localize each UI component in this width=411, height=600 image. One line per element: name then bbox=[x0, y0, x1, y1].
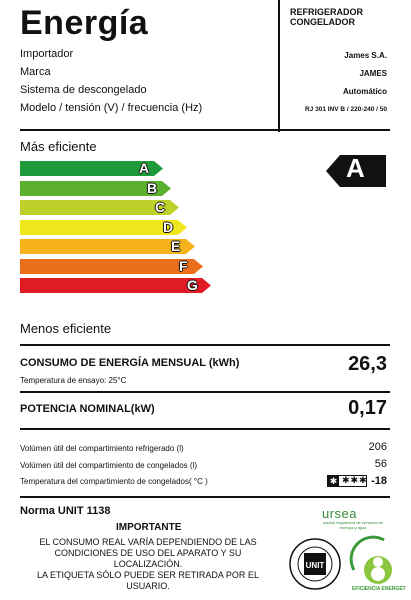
efficiency-bar-letter: G bbox=[187, 277, 198, 293]
freezer-star-rating: ✱ ✱✱✱ bbox=[327, 475, 367, 487]
efficiency-logo-icon: EFICIENCIA ENERGÉTICA bbox=[344, 530, 411, 594]
efficiency-bar-e: E bbox=[20, 238, 195, 254]
rating-letter: A bbox=[346, 153, 365, 183]
efficiency-bar-f: F bbox=[20, 257, 203, 274]
fridge-volume-value: 206 bbox=[368, 441, 387, 453]
efficiency-bar-shape bbox=[20, 278, 211, 293]
consumption-note: EL CONSUMO REAL VARÍA DEPENDIENDO DE LAS… bbox=[39, 537, 257, 569]
efficiency-bar-letter: B bbox=[147, 179, 158, 196]
efficiency-bar-letter: D bbox=[163, 218, 174, 235]
less-efficient-label: Menos eficiente bbox=[20, 321, 112, 336]
removal-note: LA ETIQUETA SÓLO PUEDE SER RETIRADA POR … bbox=[37, 570, 259, 591]
consumption-value: 26,3 bbox=[348, 353, 387, 375]
model-label: Modelo / tensión (V) / frecuencia (Hz) bbox=[20, 102, 203, 114]
efficiency-bar-letter: F bbox=[179, 257, 188, 274]
ursea-subtitle: unidad reguladora de servicios de energí… bbox=[322, 520, 384, 530]
efficiency-bar-shape bbox=[20, 200, 179, 215]
freezer-stars: ✱✱✱ bbox=[342, 475, 368, 485]
test-temperature: Temperatura de ensayo: 25°C bbox=[20, 376, 127, 385]
efficiency-bar-letter: E bbox=[171, 238, 181, 254]
consumption-label: CONSUMO DE ENERGÍA MENSUAL (kWh) bbox=[20, 357, 240, 369]
product-type-line-1: REFRIGERADOR bbox=[290, 7, 364, 17]
importer-value: James S.A. bbox=[344, 51, 387, 60]
freezer-volume-label: Volúmen útil del compartimiento de conge… bbox=[20, 461, 197, 470]
brand-value: JAMES bbox=[359, 69, 387, 78]
efficiency-logo-text: EFICIENCIA ENERGÉTICA bbox=[352, 584, 406, 592]
divider-power bbox=[20, 428, 390, 430]
product-type: REFRIGERADOR CONGELADOR bbox=[290, 7, 400, 27]
unit-seal-text: UNIT bbox=[306, 561, 325, 570]
efficiency-bar-g: G bbox=[20, 277, 211, 293]
freezer-temp-value: -18 bbox=[371, 475, 387, 487]
ursea-logo: ursea bbox=[322, 506, 358, 521]
norma-label: Norma UNIT 1138 bbox=[20, 505, 111, 517]
efficiency-bar-shape bbox=[20, 258, 203, 274]
efficiency-bar-shape bbox=[20, 180, 171, 196]
snowflake-icon: ✱ bbox=[328, 476, 339, 486]
rating-arrow: A bbox=[326, 153, 386, 192]
efficiency-bar-letter: A bbox=[139, 160, 150, 176]
defrost-value: Automático bbox=[343, 87, 387, 96]
efficiency-bar-shape bbox=[20, 219, 187, 235]
divider-scale bbox=[20, 344, 390, 346]
efficiency-bar-b: B bbox=[20, 179, 171, 196]
divider-info bbox=[20, 129, 390, 131]
fridge-volume-label: Volúmen útil del compartimiento refriger… bbox=[20, 444, 184, 453]
efficiency-bar-letter: C bbox=[155, 199, 166, 215]
label-title: Energía bbox=[20, 4, 149, 42]
efficiency-bar-c: C bbox=[20, 199, 179, 215]
importer-label: Importador bbox=[20, 48, 74, 60]
efficiency-bar-shape bbox=[20, 239, 195, 254]
defrost-label: Sistema de descongelado bbox=[20, 84, 147, 96]
power-value: 0,17 bbox=[348, 397, 387, 419]
product-type-line-2: CONGELADOR bbox=[290, 17, 355, 27]
divider-consumption bbox=[20, 391, 390, 393]
divider-volumes bbox=[20, 496, 390, 498]
brand-label: Marca bbox=[20, 66, 51, 78]
model-value: RJ 301 INV B / 220-240 / 50 bbox=[304, 106, 387, 113]
header-divider bbox=[278, 0, 280, 132]
efficiency-bar-a: A bbox=[20, 160, 163, 176]
freezer-volume-value: 56 bbox=[374, 458, 387, 470]
importante-heading: IMPORTANTE bbox=[116, 522, 182, 533]
unit-seal-icon: UNIT bbox=[288, 537, 342, 591]
rating-arrow-shape bbox=[326, 155, 386, 187]
freezer-temp-label: Temperatura del compartimiento de congel… bbox=[20, 477, 208, 486]
power-label: POTENCIA NOMINAL(kW) bbox=[20, 403, 155, 415]
efficiency-bar-shape bbox=[20, 161, 163, 176]
more-efficient-label: Más eficiente bbox=[20, 139, 97, 154]
efficiency-bar-d: D bbox=[20, 218, 187, 235]
